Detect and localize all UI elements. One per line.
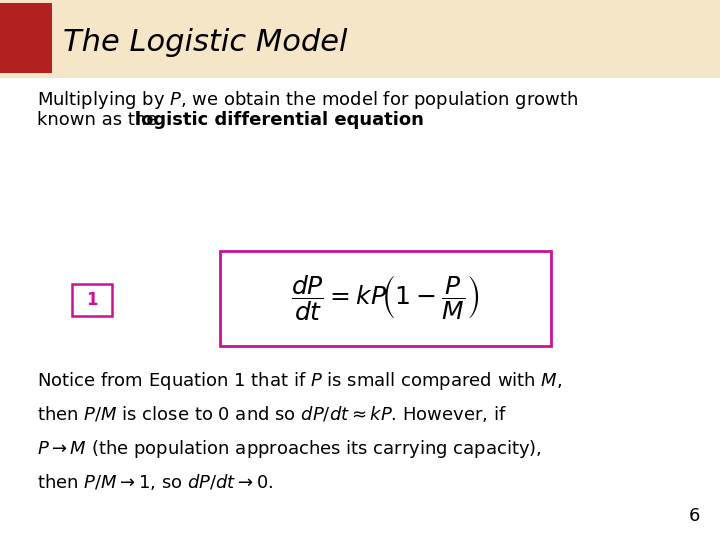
- FancyBboxPatch shape: [0, 0, 720, 78]
- Text: :: :: [347, 111, 354, 129]
- Text: $P \rightarrow M$ (the population approaches its carrying capacity),: $P \rightarrow M$ (the population approa…: [37, 438, 542, 460]
- Text: The Logistic Model: The Logistic Model: [63, 28, 348, 57]
- Text: 1: 1: [86, 291, 97, 309]
- Text: $\dfrac{dP}{dt} = kP\!\left(1 - \dfrac{P}{M}\right)$: $\dfrac{dP}{dt} = kP\!\left(1 - \dfrac{P…: [291, 273, 480, 323]
- FancyBboxPatch shape: [72, 284, 112, 316]
- Text: then $P/M$ is close to 0 and so $dP/dt \approx kP$. However, if: then $P/M$ is close to 0 and so $dP/dt \…: [37, 404, 508, 424]
- FancyBboxPatch shape: [220, 251, 551, 346]
- Text: Multiplying by $P$, we obtain the model for population growth: Multiplying by $P$, we obtain the model …: [37, 89, 579, 111]
- Text: logistic differential equation: logistic differential equation: [135, 111, 423, 129]
- Text: Notice from Equation 1 that if $P$ is small compared with $M$,: Notice from Equation 1 that if $P$ is sm…: [37, 370, 563, 392]
- Text: then $P/M \rightarrow 1$, so $dP/dt \rightarrow 0$.: then $P/M \rightarrow 1$, so $dP/dt \rig…: [37, 472, 274, 492]
- Text: 6: 6: [688, 507, 700, 525]
- Text: known as the: known as the: [37, 111, 163, 129]
- FancyBboxPatch shape: [0, 3, 52, 73]
